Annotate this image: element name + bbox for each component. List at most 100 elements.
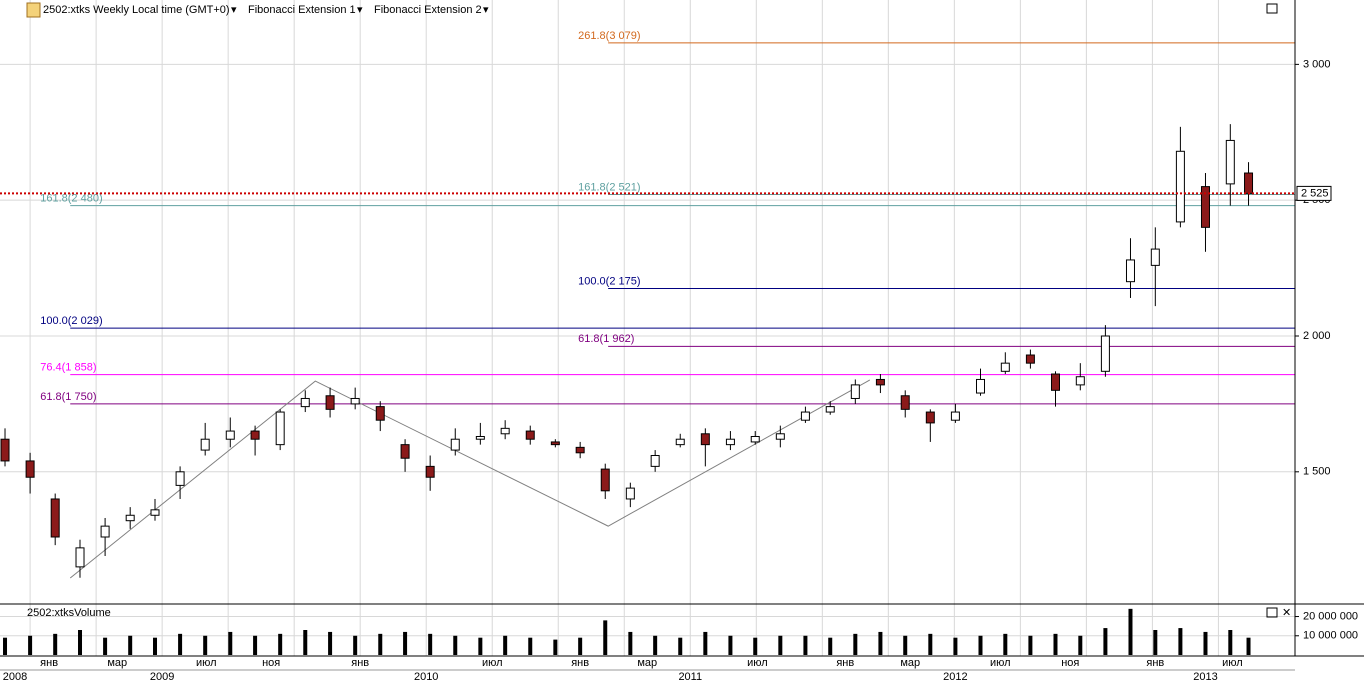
candle-body: [1025, 354, 1035, 364]
volume-bar: [303, 630, 308, 655]
candle-body: [500, 427, 510, 435]
candle-body: [1075, 376, 1085, 386]
candle-body: [325, 395, 335, 410]
x-tick-label: мар: [637, 657, 657, 669]
x-tick-label: июл: [482, 657, 503, 669]
candle-body: [925, 411, 935, 424]
maximize-button[interactable]: [1266, 607, 1278, 618]
volume-bar: [778, 635, 783, 655]
volume-bar: [928, 633, 933, 655]
candle-body: [700, 433, 710, 446]
volume-bar: [678, 637, 683, 655]
volume-bar: [178, 633, 183, 655]
candle-body: [1150, 248, 1160, 266]
last-price-box: [1296, 185, 1332, 201]
candle-body: [75, 547, 85, 568]
volume-bar: [128, 635, 133, 655]
candle-body: [425, 465, 435, 478]
y-tick-label: 10 000 000: [1303, 630, 1358, 642]
volume-bar: [103, 637, 108, 655]
fib-level-label: 61.8(1 750): [40, 391, 96, 403]
candle-body: [275, 411, 285, 446]
candle-body: [475, 435, 485, 440]
candle-body: [600, 468, 610, 492]
year-label: 2012: [943, 671, 967, 683]
y-tick-label: 3 000: [1303, 58, 1331, 70]
dropdown-arrow[interactable]: ▾: [483, 4, 489, 16]
fib-level-label: 61.8(1 962): [578, 333, 634, 345]
candle-body: [400, 444, 410, 459]
candle-body: [750, 435, 760, 443]
candle-body: [775, 433, 785, 440]
x-tick-label: июл: [196, 657, 217, 669]
candle-body: [1050, 373, 1060, 391]
volume-bar: [378, 633, 383, 655]
volume-bar: [803, 635, 808, 655]
candle-body: [975, 378, 985, 394]
fib-level-label: 261.8(3 079): [578, 30, 640, 42]
candle-body: [225, 430, 235, 440]
volume-bar: [828, 637, 833, 655]
year-label: 2008: [3, 671, 27, 683]
volume-bar: [1078, 635, 1083, 655]
volume-bar: [1128, 608, 1133, 655]
indicator-title[interactable]: Fibonacci Extension 2: [374, 4, 482, 16]
maximize-button[interactable]: [1266, 3, 1278, 14]
candle-body: [125, 514, 135, 522]
x-tick-label: ноя: [262, 657, 280, 669]
volume-bar: [753, 637, 758, 655]
volume-bar: [3, 637, 8, 655]
volume-bar: [278, 633, 283, 655]
volume-bar: [478, 637, 483, 655]
plot-layer: 161.8(2 480) 100.0(2 029) 76.4(1 858) 61.8(…: [0, 30, 1295, 655]
candle-body: [1000, 362, 1010, 372]
dropdown-arrow[interactable]: ▾: [231, 4, 237, 16]
x-tick-label: янв: [571, 657, 589, 669]
candle-body: [625, 487, 635, 500]
volume-bar: [78, 630, 83, 655]
volume-bar: [653, 635, 658, 655]
year-label: 2010: [414, 671, 438, 683]
x-tick-label: мар: [900, 657, 920, 669]
candle-body: [525, 430, 535, 440]
volume-bar: [403, 631, 408, 655]
candle-body: [1100, 335, 1110, 372]
volume-bar: [1246, 637, 1251, 655]
volume-bar: [728, 635, 733, 655]
indicator-title[interactable]: Fibonacci Extension 1: [248, 4, 356, 16]
x-tick-label: июл: [1222, 657, 1243, 669]
candle-body: [1244, 172, 1254, 194]
volume-bar: [578, 637, 583, 655]
volume-bar: [228, 631, 233, 655]
year-label: 2013: [1193, 671, 1217, 683]
volume-bar: [1028, 635, 1033, 655]
volume-bar: [328, 631, 333, 655]
candle-body: [900, 395, 910, 410]
volume-bar: [878, 631, 883, 655]
x-tick-label: мар: [107, 657, 127, 669]
candle-body: [575, 446, 585, 454]
symbol-icon[interactable]: [26, 2, 41, 18]
candle-body: [650, 455, 660, 467]
volume-bar: [28, 635, 33, 655]
volume-bar: [503, 635, 508, 655]
candle-body: [1225, 139, 1235, 185]
volume-bar: [203, 635, 208, 655]
candle-body: [375, 406, 385, 421]
symbol-title[interactable]: 2502:xtks Weekly Local time (GMT+0): [43, 4, 230, 16]
volume-bar: [1228, 630, 1233, 655]
volume-title: 2502:xtksVolume: [27, 607, 111, 619]
x-tick-label: янв: [1146, 657, 1164, 669]
volume-bar: [353, 635, 358, 655]
close-button[interactable]: ✕: [1282, 607, 1291, 619]
zigzag-line: [69, 379, 871, 579]
volume-bar: [953, 637, 958, 655]
candle-body: [350, 397, 360, 405]
volume-bar: [1153, 630, 1158, 655]
y-tick-label: 1 500: [1303, 466, 1331, 478]
dropdown-arrow[interactable]: ▾: [357, 4, 363, 16]
x-tick-label: июл: [747, 657, 768, 669]
candle-body: [850, 384, 860, 399]
year-label: 2011: [678, 671, 702, 683]
